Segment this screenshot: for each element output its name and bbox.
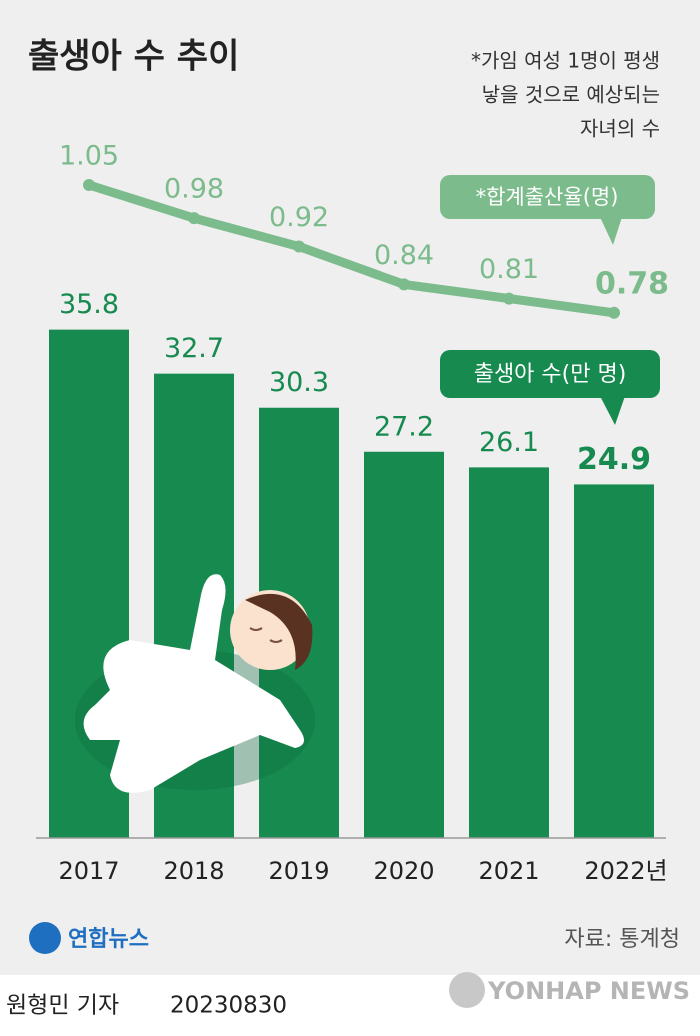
line-point: [608, 306, 620, 319]
line-point: [293, 240, 305, 253]
bar-value-label: 32.7: [164, 333, 224, 364]
x-tick-label: 2017: [58, 857, 119, 885]
logo-text: 연합뉴스: [68, 926, 149, 952]
line-point: [188, 212, 200, 225]
legend-pointer: [600, 217, 622, 245]
line-value-label: 0.81: [479, 254, 539, 285]
legend-label: 출생아 수(만 명): [474, 362, 627, 387]
legend: 출생아 수(만 명): [440, 350, 660, 425]
legend-box: [440, 175, 655, 219]
line: [84, 180, 619, 318]
legend-pointer: [600, 396, 625, 425]
bar-value-label: 27.2: [374, 411, 434, 442]
watermark-mark: [449, 972, 485, 1008]
source: 자료: 통계청: [564, 927, 680, 952]
credit: 원형민 기자: [6, 993, 119, 1019]
baby-illustration: [75, 574, 315, 793]
bar-value-label: 35.8: [59, 289, 119, 320]
line-value-label: 0.92: [269, 202, 329, 233]
line-point: [398, 278, 410, 291]
watermark: YONHAP NEWS: [487, 977, 690, 1005]
line-value-label: 0.98: [164, 174, 224, 205]
x-tick-label: 2019: [268, 857, 329, 885]
line-point: [503, 292, 515, 305]
bar-value-label: 24.9: [577, 442, 651, 477]
footer-strip: [0, 975, 700, 1036]
bar: [574, 484, 654, 838]
date: 20230830: [170, 993, 287, 1019]
logo-mark: [29, 922, 61, 954]
bar: [364, 451, 444, 838]
line-value-label: 0.84: [374, 240, 434, 271]
line-point: [83, 179, 95, 191]
bar: [49, 329, 129, 838]
legend-label: *합계출산율(명): [476, 185, 619, 209]
note-line: 자녀의 수: [580, 117, 660, 141]
bar: [469, 467, 549, 838]
chart-title: 출생아 수 추이: [28, 37, 239, 77]
x-tick-label: 2021: [478, 857, 539, 885]
line-value-label: 1.05: [59, 141, 119, 172]
note-line: 낳을 것으로 예상되는: [482, 83, 660, 107]
legend-box: [440, 350, 660, 398]
x-tick-label: 2022년: [584, 857, 667, 885]
bar-value-label: 26.1: [479, 427, 539, 458]
line-value-label: 0.78: [595, 266, 669, 301]
bar-value-label: 30.3: [269, 367, 329, 398]
x-tick-label: 2020: [373, 857, 434, 885]
x-tick-label: 2018: [163, 857, 224, 885]
note-line: *가임 여성 1명이 평생: [471, 49, 660, 73]
legend: *합계출산율(명): [440, 175, 655, 245]
